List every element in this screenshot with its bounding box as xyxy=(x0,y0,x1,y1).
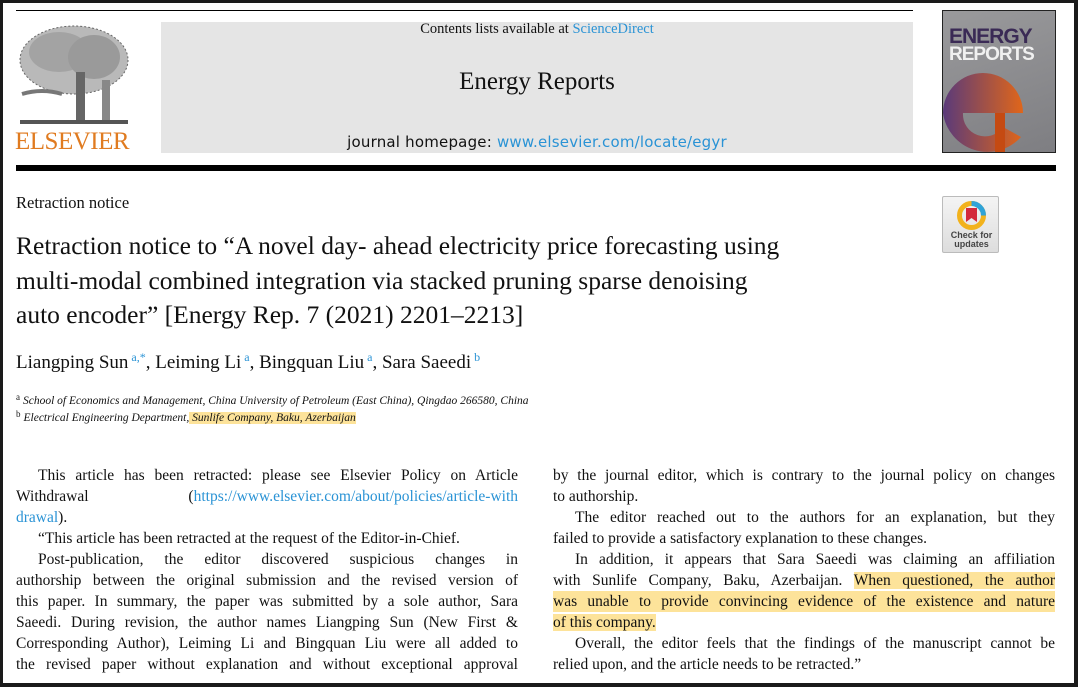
text-segment: to authorship. xyxy=(553,488,639,505)
highlighted-text: When questioned, the author xyxy=(853,572,1055,589)
separator: , xyxy=(249,352,260,373)
body-text-line: Overall, the editor feels that the findi… xyxy=(553,633,1055,654)
text-segment: this paper. In summary, the paper was su… xyxy=(16,593,518,610)
text-segment: failed to provide a satisfactory explana… xyxy=(553,530,928,547)
highlighted-text: of this company. xyxy=(553,614,656,631)
body-text-line: to authorship. xyxy=(553,486,1055,507)
author[interactable]: Leiming Li a, xyxy=(155,350,260,373)
highlighted-text: was unable to provide convincing evidenc… xyxy=(553,593,1055,610)
text-segment: ). xyxy=(58,509,68,526)
author[interactable]: Bingquan Liu a, xyxy=(259,350,382,373)
journal-header-box xyxy=(161,22,913,153)
homepage-link[interactable]: www.elsevier.com/locate/egyr xyxy=(496,133,727,151)
author-list: Liangping Sun a,*, Leiming Li a, Bingquan … xyxy=(16,350,480,374)
elsevier-logo-text: ELSEVIER xyxy=(15,128,130,155)
article-title: Retraction notice to “A novel day- ahead… xyxy=(16,229,926,333)
author-sup[interactable]: b xyxy=(474,350,481,364)
body-text-line: of this company. xyxy=(553,612,1055,633)
author[interactable]: Sara Saeedi b xyxy=(381,350,481,373)
affiliation-a: a School of Economics and Management, Chi… xyxy=(16,392,529,407)
affiliation-highlight: Sunlife Company, Baku, Azerbaijan xyxy=(189,412,356,424)
body-text-line: relied upon, and the article needs to be… xyxy=(553,654,1055,675)
body-text-line: the revised paper without explanation an… xyxy=(16,654,518,675)
text-segment: Corresponding Author), Leiming Li and Bi… xyxy=(16,635,518,652)
check-for-updates-button[interactable]: Check for updates xyxy=(942,196,999,253)
affiliation-key: a xyxy=(16,392,20,402)
contents-label: Contents lists available at xyxy=(420,21,573,37)
journal-name: Energy Reports xyxy=(459,68,615,95)
top-rule xyxy=(16,10,913,11)
cover-title-2: REPORTS xyxy=(949,44,1035,65)
homepage-label: journal homepage: xyxy=(347,133,497,151)
cover-title-1: ENERGY xyxy=(949,25,1033,48)
text-segment: relied upon, and the article needs to be… xyxy=(553,656,862,673)
body-text-line: drawal). xyxy=(16,507,518,528)
check-updates-label: Check for updates xyxy=(950,230,993,249)
body-text-line: authorship between the original submissi… xyxy=(16,570,518,591)
body-text-line: by the journal editor, which is contrary… xyxy=(553,465,1055,486)
check-updates-icon xyxy=(957,201,986,230)
body-text-line: failed to provide a satisfactory explana… xyxy=(553,528,1055,549)
body-text-line: “This article has been retracted at the … xyxy=(16,528,518,549)
author-sup[interactable]: a,* xyxy=(131,350,146,364)
text-segment: This article has been retracted: please … xyxy=(38,467,518,484)
body-text-line: this paper. In summary, the paper was su… xyxy=(16,591,518,612)
policy-link[interactable]: https://www.elsevier.com/about/policies/… xyxy=(193,488,518,505)
article-type: Retraction notice xyxy=(16,193,130,212)
text-segment: the revised paper without explanation an… xyxy=(16,656,518,673)
body-text-line: was unable to provide convincing evidenc… xyxy=(553,591,1055,612)
affiliation-text: School of Economics and Management, Chin… xyxy=(23,395,529,407)
policy-link[interactable]: drawal xyxy=(16,509,59,526)
journal-cover-image[interactable]: ENERGY REPORTS xyxy=(942,10,1056,153)
body-text-line: The editor reached out to the authors fo… xyxy=(553,507,1055,528)
text-segment: Withdrawal ( xyxy=(16,488,194,505)
body-column-left: This article has been retracted: please … xyxy=(16,465,518,675)
cover-e-graphic-icon xyxy=(943,73,1023,152)
title-line: auto encoder” [Energy Rep. 7 (2021) 2201… xyxy=(16,300,524,329)
text-segment: with Sunlife Company, Baku, Azerbaijan. xyxy=(553,572,854,589)
author-name: Bingquan Liu xyxy=(259,352,365,373)
author-sup[interactable]: a xyxy=(244,350,250,364)
contents-line: Contents lists available at ScienceDirec… xyxy=(161,21,913,38)
text-segment: by the journal editor, which is contrary… xyxy=(553,467,1055,484)
sciencedirect-link[interactable]: ScienceDirect xyxy=(572,21,654,37)
affiliation-b: b Electrical Engineering Department, Sunl… xyxy=(16,409,356,424)
body-text-line: Corresponding Author), Leiming Li and Bi… xyxy=(16,633,518,654)
text-segment: “This article has been retracted at the … xyxy=(38,530,460,547)
separator: , xyxy=(372,352,382,373)
affiliation-text: Electrical Engineering Department, xyxy=(23,412,190,424)
text-segment: The editor reached out to the authors fo… xyxy=(575,509,1055,526)
text-segment: Post-publication, the editor discovered … xyxy=(38,551,518,568)
text-segment: Saeedi. During revision, the author name… xyxy=(16,614,518,631)
author-name: Liangping Sun xyxy=(16,352,129,373)
title-line: Retraction notice to “A novel day- ahead… xyxy=(16,231,780,260)
author[interactable]: Liangping Sun a,*, xyxy=(16,350,156,373)
text-segment: In addition, it appears that Sara Saeedi… xyxy=(575,551,1055,568)
author-name: Leiming Li xyxy=(155,352,242,373)
affiliation-key: b xyxy=(16,409,21,419)
separator: , xyxy=(145,352,156,373)
body-text-line: In addition, it appears that Sara Saeedi… xyxy=(553,549,1055,570)
author-sup[interactable]: a xyxy=(367,350,373,364)
homepage-line: journal homepage: www.elsevier.com/locat… xyxy=(161,133,913,151)
body-text-line: This article has been retracted: please … xyxy=(16,465,518,486)
header-thick-rule xyxy=(16,165,1056,171)
title-line: multi-modal combined integration via sta… xyxy=(16,265,748,295)
author-name: Sara Saeedi xyxy=(381,352,472,373)
body-text-line: Saeedi. During revision, the author name… xyxy=(16,612,518,633)
body-text-line: Withdrawal (https://www.elsevier.com/abo… xyxy=(16,486,518,507)
body-column-right: by the journal editor, which is contrary… xyxy=(553,465,1055,675)
elsevier-tree-logo-icon xyxy=(19,25,129,124)
body-text-line: Post-publication, the editor discovered … xyxy=(16,549,518,570)
text-segment: Overall, the editor feels that the findi… xyxy=(575,635,1055,652)
text-segment: authorship between the original submissi… xyxy=(16,572,518,589)
body-text-line: with Sunlife Company, Baku, Azerbaijan. … xyxy=(553,570,1055,591)
